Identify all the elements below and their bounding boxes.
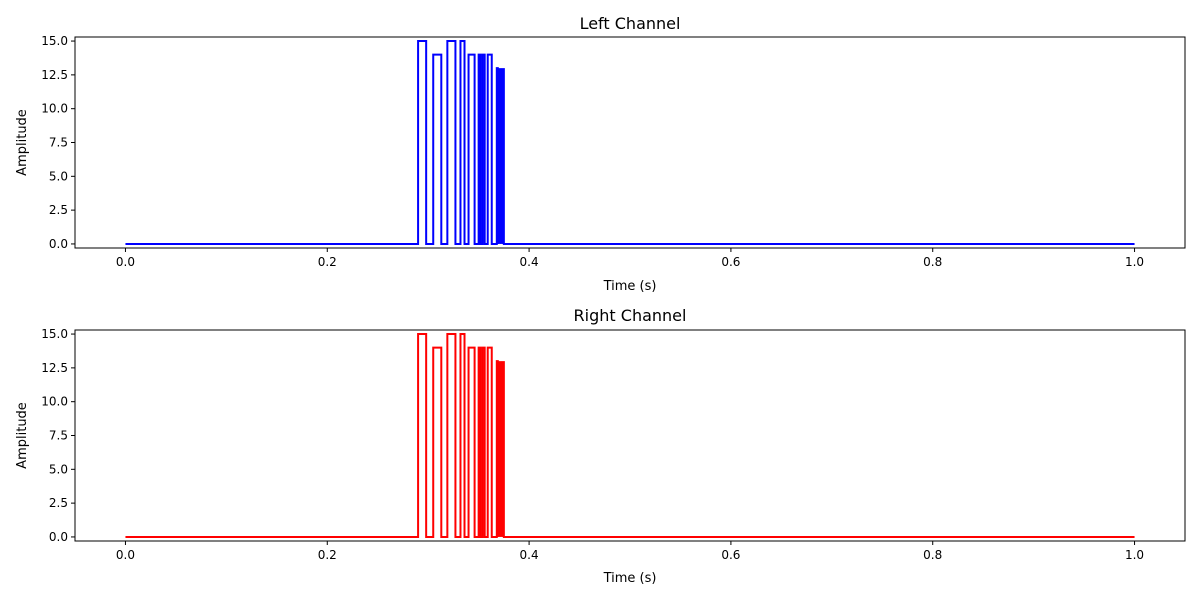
signal-series-line (125, 333, 1135, 538)
plot-title: Left Channel (580, 14, 681, 33)
x-tick-label: 1.0 (1125, 548, 1144, 562)
x-tick-label: 0.6 (721, 548, 740, 562)
x-tick-label: 0.6 (721, 255, 740, 269)
x-axis-label: Time (s) (603, 571, 657, 586)
y-tick-label: 0.0 (49, 530, 68, 544)
plot-area-frame (74, 329, 1186, 542)
x-tick-label: 1.0 (1125, 255, 1144, 269)
right-channel-plot: Right Channel Time (s) Amplitude 0.0 0.2 0… (15, 306, 1186, 586)
y-tick-label: 2.5 (49, 496, 68, 510)
x-tick-label: 0.8 (923, 548, 942, 562)
y-tick-label: 5.0 (49, 169, 68, 183)
y-tick-label: 10.0 (41, 395, 68, 409)
y-axis-label: Amplitude (15, 109, 30, 176)
y-axis-label: Amplitude (15, 402, 30, 469)
y-tick-label: 12.5 (41, 68, 68, 82)
y-tick-label: 10.0 (41, 102, 68, 116)
x-tick-label: 0.0 (116, 548, 135, 562)
x-tick-label: 0.0 (116, 255, 135, 269)
y-tick-label: 12.5 (41, 361, 68, 375)
y-tick-label: 5.0 (49, 462, 68, 476)
x-tick-label: 0.4 (520, 548, 539, 562)
signal-series-line (125, 40, 1135, 245)
y-tick-label: 7.5 (49, 429, 68, 443)
plot-title: Right Channel (574, 306, 687, 325)
y-tick-label: 7.5 (49, 136, 68, 150)
x-axis-label: Time (s) (603, 279, 657, 294)
plot-area-frame (74, 36, 1186, 249)
y-tick-label: 0.0 (49, 237, 68, 251)
y-tick-label: 2.5 (49, 203, 68, 217)
y-tick-label: 15.0 (41, 327, 68, 341)
x-tick-label: 0.4 (520, 255, 539, 269)
x-tick-label: 0.8 (923, 255, 942, 269)
y-tick-label: 15.0 (41, 34, 68, 48)
x-tick-label: 0.2 (318, 548, 337, 562)
x-tick-label: 0.2 (318, 255, 337, 269)
left-channel-plot: Left Channel Time (s) Amplitude 0.0 0.2 0.… (15, 14, 1186, 294)
